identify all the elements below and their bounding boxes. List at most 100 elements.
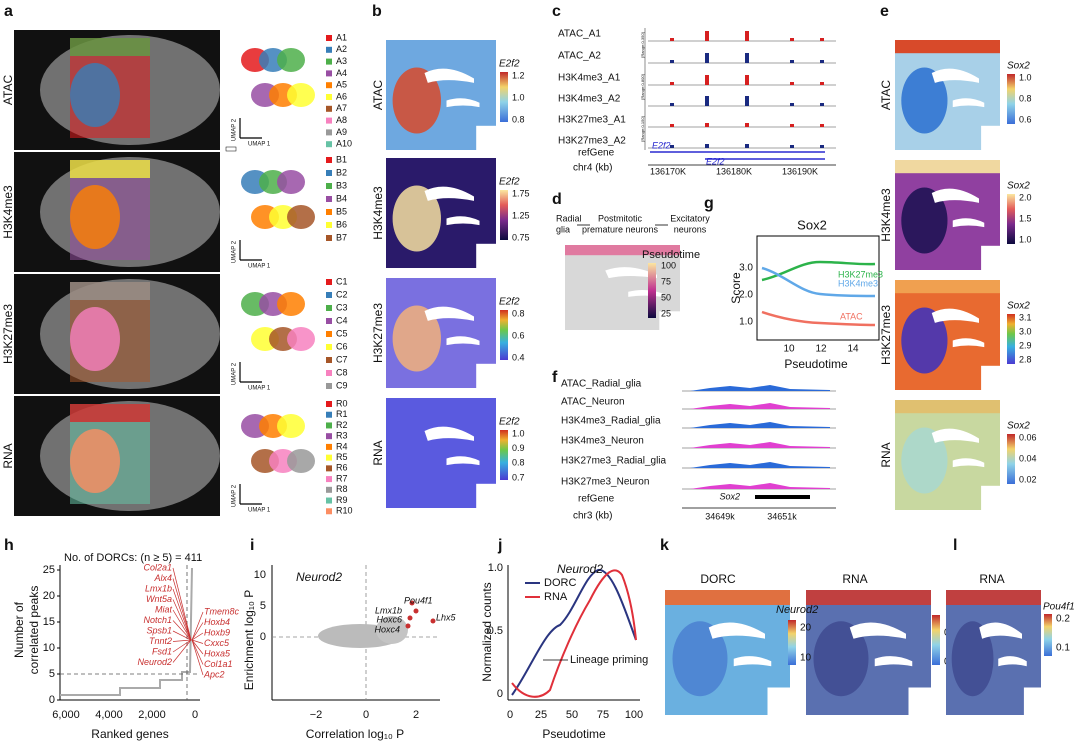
legend-swatch [326,196,332,202]
colorbar [1007,194,1015,244]
corner-cut [908,687,931,715]
tick-label: 1.0 [739,317,753,328]
umap-axis-label: UMAP 2 [232,362,238,385]
colorbar-label: 0.02 [1019,474,1037,484]
track-label: H3K4me3_A2 [558,94,621,105]
stage-label: glia [556,224,570,234]
ref-label: refGene [578,494,615,505]
track-signal [690,462,830,468]
plot-frame [756,235,880,341]
annotation: Lineage priming [570,654,648,666]
annotation: No. of DORCs: (n ≥ 5) = 411 [64,552,202,564]
gene-label: Sox2 [1007,61,1030,72]
legend-swatch [326,318,332,324]
overlay-band [70,160,150,178]
tick-label: 12 [815,344,827,355]
legend-swatch [326,401,332,407]
spatial-region [392,425,441,492]
axis-label: Enrichment log₁₀ P [242,590,256,690]
panel-letter: k [660,537,669,554]
row-label: H3K27me3 [371,303,385,363]
tick-label: 0 [49,694,55,706]
legend-label: DORC [544,577,576,589]
stage-label: premature neurons [582,224,659,234]
tick-label: −2 [310,709,323,721]
tick-label: 0 [192,709,198,721]
track-peak [820,38,824,41]
corner-cut [767,687,790,715]
corner-cut [981,485,1000,510]
colorbar [500,430,508,480]
spatial-region [813,621,869,697]
row-label: ATAC [371,80,385,111]
colorbar-label: 1.25 [512,210,530,220]
point-label: Lmx1b [375,605,402,615]
label-leader [191,639,204,655]
colorbar-label: 0.75 [512,232,530,242]
panel-letter: b [372,3,382,20]
gene-label: Miat [155,604,173,614]
corner-cut [476,125,496,150]
umap-axis-label: UMAP 2 [232,118,238,141]
umap-cluster [287,327,315,351]
legend-swatch [326,157,332,163]
track-peak [670,82,674,85]
corner-cut [476,483,496,508]
row-label: H3K4me3 [1,185,15,239]
colorbar-label: 1.0 [1019,234,1032,244]
tissue-gap [979,622,1022,639]
tick-label: 15 [43,616,55,628]
umap-cluster [277,48,305,72]
legend-swatch [326,82,332,89]
corner-cut [476,363,496,388]
overlay-band [70,404,150,422]
track-peak [790,38,794,41]
track-peak [670,124,674,127]
legend-label: R6 [336,463,348,473]
tick-label: 3.0 [739,263,753,274]
tick-label: 136190K [782,166,818,176]
tick-label: 2.0 [739,290,753,301]
gene-label: E2f2 [499,297,520,308]
legend-label: B6 [336,219,347,229]
colorbar-label: 0.04 [1019,453,1037,463]
panel-letter: g [704,195,714,212]
legend-swatch [326,305,332,311]
axis-label: Number of [12,601,26,658]
tissue-gap [931,428,979,443]
colorbar-label: 1.5 [1019,213,1032,223]
range-label: [Range:0-350] [640,32,645,57]
gene-label: Sox2 [1007,301,1030,312]
point-cloud [376,616,408,644]
gene-label: Neurod2 [557,562,603,576]
point-label: Hoxc4 [374,624,400,634]
spatial-strip [895,160,1000,174]
point-label: Hoxc6 [376,614,402,624]
tissue-gap [424,306,474,321]
panel-letter: h [4,537,14,554]
colorbar-label: 0.8 [512,114,525,124]
tick-label: 0 [497,688,503,700]
track-peak [790,145,794,148]
tissue-gap [424,68,474,83]
overlay-region [70,63,120,127]
legend-swatch [326,117,332,124]
track-peak [820,103,824,106]
legend-swatch [326,235,332,241]
colorbar [788,620,796,665]
gene-label: Hoxb9 [204,627,230,637]
gene-label: Sox2 [719,491,740,501]
dorc-curve [511,569,637,696]
tissue-gap [874,656,913,667]
legend-swatch [326,183,332,189]
panel-letter: f [552,369,558,386]
gene-label: Wnt5a [146,594,172,604]
tissue-gap [952,218,985,228]
stage-label: Radial [556,213,582,223]
panel-letter: c [552,3,561,20]
colorbar-label: 20 [800,623,812,634]
tick-label: 136180K [716,166,752,176]
legend-label: R2 [336,420,348,430]
label-leader [172,588,192,641]
tick-label: 10 [254,569,266,581]
